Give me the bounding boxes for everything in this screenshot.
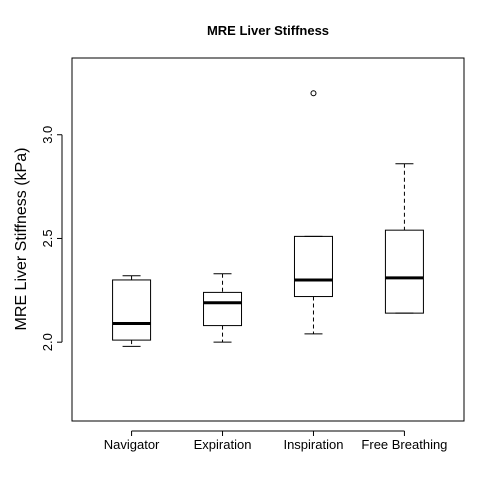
- outlier-point: [310, 90, 317, 97]
- chart-title: MRE Liver Stiffness: [207, 23, 329, 38]
- y-tick-label: 2.0: [40, 333, 55, 351]
- box-iqr: [293, 235, 333, 298]
- y-tick-label: 2.5: [40, 229, 55, 247]
- x-tick-label: Navigator: [104, 437, 160, 452]
- box-iqr: [203, 291, 243, 327]
- box-iqr: [112, 279, 152, 341]
- y-tick-label: 3.0: [40, 126, 55, 144]
- chart-marks: 2.0 2.5 3.0 Navigator Expiration Inspiration F…: [40, 90, 447, 452]
- x-tick-label: Expiration: [194, 437, 252, 452]
- plot-frame: [71, 57, 465, 422]
- x-tick-label: Inspiration: [283, 437, 343, 452]
- y-axis-label: MRE Liver Stiffness (kPa): [13, 148, 30, 331]
- box-iqr: [384, 229, 424, 314]
- x-tick-label: Free Breathing: [361, 437, 447, 452]
